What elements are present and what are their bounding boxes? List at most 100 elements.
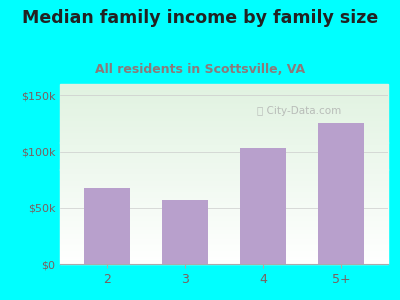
Bar (60, 101, 388, 102)
Bar (60, 144, 388, 145)
Bar (60, 94, 388, 95)
Bar (60, 153, 388, 154)
Bar (60, 159, 388, 160)
Bar (60, 220, 388, 221)
Bar (60, 190, 388, 191)
Bar (84, 188, 130, 264)
Bar (60, 90, 388, 91)
Bar (60, 99, 388, 100)
Bar (60, 109, 388, 110)
Bar (60, 158, 388, 159)
Bar (60, 163, 388, 164)
Bar (60, 150, 388, 151)
Bar (60, 192, 388, 193)
Bar (60, 111, 388, 112)
Bar (60, 98, 388, 99)
Text: All residents in Scottsville, VA: All residents in Scottsville, VA (95, 63, 305, 76)
Bar (60, 110, 388, 111)
Bar (60, 124, 388, 125)
Bar (60, 147, 388, 148)
Bar (60, 235, 388, 236)
Bar (60, 211, 388, 212)
Bar (60, 255, 388, 256)
Bar (60, 130, 388, 131)
Bar (60, 92, 388, 93)
Bar (60, 105, 388, 106)
Bar (60, 178, 388, 179)
Bar (60, 261, 388, 262)
Bar (60, 97, 388, 98)
Bar (60, 156, 388, 157)
Bar (60, 160, 388, 161)
Bar (60, 212, 388, 213)
Bar (60, 100, 388, 101)
Bar (60, 254, 388, 255)
Bar (60, 234, 388, 235)
Bar (60, 133, 388, 134)
Bar (60, 127, 388, 128)
Bar (60, 154, 388, 155)
Bar (60, 200, 388, 201)
Bar (60, 210, 388, 211)
Bar (60, 252, 388, 253)
Bar (60, 217, 388, 218)
Bar (60, 171, 388, 172)
Bar (60, 134, 388, 135)
Bar (60, 114, 388, 115)
Bar (60, 125, 388, 126)
Bar (60, 91, 388, 92)
Bar (60, 93, 388, 94)
Bar (60, 230, 388, 231)
Bar (60, 222, 388, 223)
Bar (60, 148, 388, 149)
Bar (60, 209, 388, 210)
Bar (60, 237, 388, 238)
Bar (60, 249, 388, 250)
Bar (60, 231, 388, 232)
Bar (60, 149, 388, 150)
Bar (60, 196, 388, 197)
Bar (60, 121, 388, 122)
Bar (60, 248, 388, 249)
Bar (60, 258, 388, 259)
Bar (60, 228, 388, 229)
Bar (60, 145, 388, 146)
Bar (60, 138, 388, 139)
Bar (60, 247, 388, 248)
Bar (60, 180, 388, 181)
Text: ⓘ City-Data.com: ⓘ City-Data.com (257, 106, 341, 116)
Bar (60, 86, 388, 87)
Bar (60, 205, 388, 206)
Bar (60, 164, 388, 165)
Bar (60, 195, 388, 196)
Bar (60, 152, 388, 153)
Bar (60, 131, 388, 132)
Bar (60, 112, 388, 113)
Bar (60, 119, 388, 120)
Bar (60, 215, 388, 216)
Bar (60, 187, 388, 188)
Bar (60, 146, 388, 147)
Bar (60, 84, 388, 85)
Bar (60, 173, 388, 174)
Bar (240, 148, 286, 264)
Bar (60, 193, 388, 194)
Bar (60, 226, 388, 227)
Bar (60, 244, 388, 245)
Bar (60, 177, 388, 178)
Bar (60, 137, 388, 138)
Bar (60, 143, 388, 144)
Bar (60, 116, 388, 117)
Bar (60, 253, 388, 254)
Bar (60, 216, 388, 217)
Bar (60, 184, 388, 185)
Bar (60, 224, 388, 225)
Bar (60, 107, 388, 108)
Bar (60, 233, 388, 234)
Bar (60, 169, 388, 170)
Bar (60, 132, 388, 133)
Bar (60, 141, 388, 142)
Bar (60, 204, 388, 205)
Bar (60, 194, 388, 195)
Bar (318, 123, 364, 264)
